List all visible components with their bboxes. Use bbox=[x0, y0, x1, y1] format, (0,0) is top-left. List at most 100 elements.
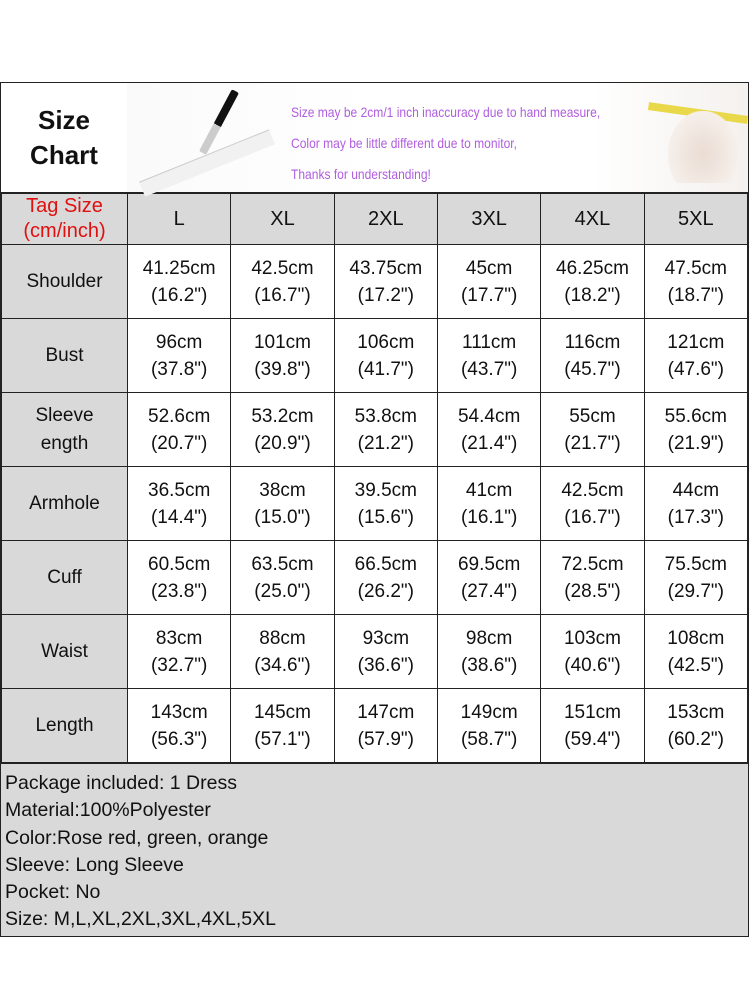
title-line: Chart bbox=[30, 139, 98, 170]
inch-value: (16.2") bbox=[150, 284, 208, 306]
cm-value: 60.5cm bbox=[148, 553, 211, 575]
inch-value: (60.2") bbox=[667, 728, 725, 750]
product-details: Package included: 1 Dress Material:100%Po… bbox=[1, 763, 748, 936]
cm-value: 53.8cm bbox=[354, 405, 417, 427]
inch-value: (18.2") bbox=[564, 284, 621, 306]
cm-value: 116cm bbox=[564, 331, 621, 353]
cm-value: 42.5cm bbox=[561, 479, 624, 501]
inch-value: (57.9") bbox=[357, 728, 415, 750]
measurement-cell: 108cm (42.5") bbox=[643, 614, 749, 689]
measurement-label: Length bbox=[1, 688, 128, 763]
size-header-5XL: 5XL bbox=[643, 193, 749, 245]
inch-value: (57.1") bbox=[254, 728, 311, 750]
measurement-cell: 43.75cm (17.2") bbox=[333, 244, 438, 319]
cm-value: 106cm bbox=[357, 331, 415, 353]
inch-value: (21.2") bbox=[357, 432, 415, 454]
inch-value: (17.7") bbox=[460, 284, 518, 306]
measurement-label: Bust bbox=[1, 318, 128, 393]
measurement-cell: 103cm (40.6") bbox=[540, 614, 645, 689]
inch-value: (36.6") bbox=[357, 654, 415, 676]
measurement-cell: 45cm (17.7") bbox=[436, 244, 542, 319]
cm-value: 41.25cm bbox=[142, 257, 216, 279]
measurement-cell: 55.6cm (21.9") bbox=[643, 392, 749, 467]
cm-value: 108cm bbox=[667, 627, 725, 649]
note-line: Color may be little different due to mon… bbox=[291, 135, 517, 151]
detail-line: Package included: 1 Dress bbox=[5, 772, 237, 794]
cm-value: 101cm bbox=[253, 331, 311, 353]
cm-value: 93cm bbox=[362, 627, 410, 649]
cm-value: 43.75cm bbox=[349, 257, 423, 279]
cm-value: 55.6cm bbox=[664, 405, 727, 427]
cm-value: 38cm bbox=[259, 479, 306, 501]
inch-value: (15.0") bbox=[254, 506, 311, 528]
cm-value: 47.5cm bbox=[664, 257, 727, 279]
inch-value: (34.6") bbox=[254, 654, 311, 676]
inch-value: (16.1") bbox=[460, 506, 518, 528]
inch-value: (41.7") bbox=[357, 358, 415, 380]
inch-value: (43.7") bbox=[460, 358, 518, 380]
cm-value: 121cm bbox=[667, 331, 725, 353]
measurement-label: Shoulder bbox=[1, 244, 128, 319]
measurement-cell: 83cm (32.7") bbox=[126, 614, 232, 689]
size-header-2XL: 2XL bbox=[333, 193, 438, 245]
measurement-cell: 42.5cm (16.7") bbox=[540, 466, 645, 541]
size-table: Tag Size (cm/inch) L XL 2XL 3XL 4XL 5XL Should… bbox=[1, 193, 749, 763]
table-row: Length 143cm (56.3") 145cm (57.1") 147cm (57.9… bbox=[1, 688, 749, 763]
inch-value: (18.7") bbox=[667, 284, 725, 306]
cm-value: 151cm bbox=[563, 701, 621, 723]
cm-value: 88cm bbox=[259, 627, 306, 649]
measurement-cell: 38cm (15.0") bbox=[230, 466, 335, 541]
measurement-cell: 72.5cm (28.5") bbox=[540, 540, 645, 615]
measurement-label: Cuff bbox=[1, 540, 128, 615]
inch-value: (21.4") bbox=[460, 432, 518, 454]
inch-value: (59.4") bbox=[564, 728, 621, 750]
measurement-cell: 53.2cm (20.9") bbox=[230, 392, 335, 467]
measurement-cell: 63.5cm (25.0") bbox=[230, 540, 335, 615]
hand-image bbox=[668, 111, 738, 183]
detail-line: Sleeve: Long Sleeve bbox=[5, 853, 184, 876]
measurement-cell: 101cm (39.8") bbox=[230, 318, 335, 393]
measurement-cell: 47.5cm (18.7") bbox=[643, 244, 749, 319]
measurement-cell: 60.5cm (23.8") bbox=[126, 540, 232, 615]
cm-value: 44cm bbox=[672, 479, 720, 501]
inch-value: (56.3") bbox=[150, 728, 208, 750]
cm-value: 72.5cm bbox=[561, 553, 624, 575]
measurement-cell: 46.25cm (18.2") bbox=[540, 244, 645, 319]
measurement-cell: 149cm (58.7") bbox=[436, 688, 542, 763]
inch-value: (21.9") bbox=[667, 432, 725, 454]
table-row: Waist 83cm (32.7") 88cm (34.6") 93cm (36.6") 98… bbox=[1, 614, 749, 689]
inch-value: (15.6") bbox=[357, 506, 415, 528]
measurement-cell: 53.8cm (21.2") bbox=[333, 392, 438, 467]
note-line: Size may be 2cm/1 inch inaccuracy due to… bbox=[291, 104, 601, 120]
measurement-label: Armhole bbox=[1, 466, 128, 541]
inch-value: (16.7") bbox=[254, 284, 311, 306]
note-line: Thanks for understanding! bbox=[291, 166, 431, 182]
inch-value: (25.0") bbox=[254, 580, 311, 602]
inch-value: (17.3") bbox=[667, 506, 725, 528]
cm-value: 53.2cm bbox=[251, 405, 314, 427]
measurement-cell: 111cm (43.7") bbox=[436, 318, 542, 393]
cm-value: 147cm bbox=[357, 701, 415, 723]
chart-title: Size Chart bbox=[1, 83, 127, 192]
measurement-banner: Size may be 2cm/1 inch inaccuracy due to… bbox=[127, 83, 749, 197]
size-chart: Size Chart Size may be 2cm/1 inch inaccu… bbox=[0, 82, 749, 937]
table-row: Bust 96cm (37.8") 101cm (39.8") 106cm (41.7") 1… bbox=[1, 318, 749, 393]
cm-value: 98cm bbox=[465, 627, 513, 649]
inch-value: (32.7") bbox=[150, 654, 208, 676]
inch-value: (26.2") bbox=[357, 580, 415, 602]
cm-value: 69.5cm bbox=[457, 553, 521, 575]
cm-value: 42.5cm bbox=[251, 257, 314, 279]
inch-value: (58.7") bbox=[460, 728, 518, 750]
cm-value: 153cm bbox=[667, 701, 725, 723]
chart-header: Size Chart Size may be 2cm/1 inch inaccu… bbox=[1, 83, 749, 197]
cm-value: 41cm bbox=[465, 479, 513, 501]
measurement-cell: 88cm (34.6") bbox=[230, 614, 335, 689]
measurement-cell: 44cm (17.3") bbox=[643, 466, 749, 541]
measurement-cell: 52.6cm (20.7") bbox=[126, 392, 232, 467]
tag-size-label: Tag Size (cm/inch) bbox=[1, 193, 128, 245]
detail-line: Material:100%Polyester bbox=[5, 799, 211, 822]
size-header-L: L bbox=[126, 193, 232, 245]
table-row: Armhole 36.5cm (14.4") 38cm (15.0") 39.5cm (15… bbox=[1, 466, 749, 541]
measurement-cell: 75.5cm (29.7") bbox=[643, 540, 749, 615]
cm-value: 103cm bbox=[563, 627, 621, 649]
